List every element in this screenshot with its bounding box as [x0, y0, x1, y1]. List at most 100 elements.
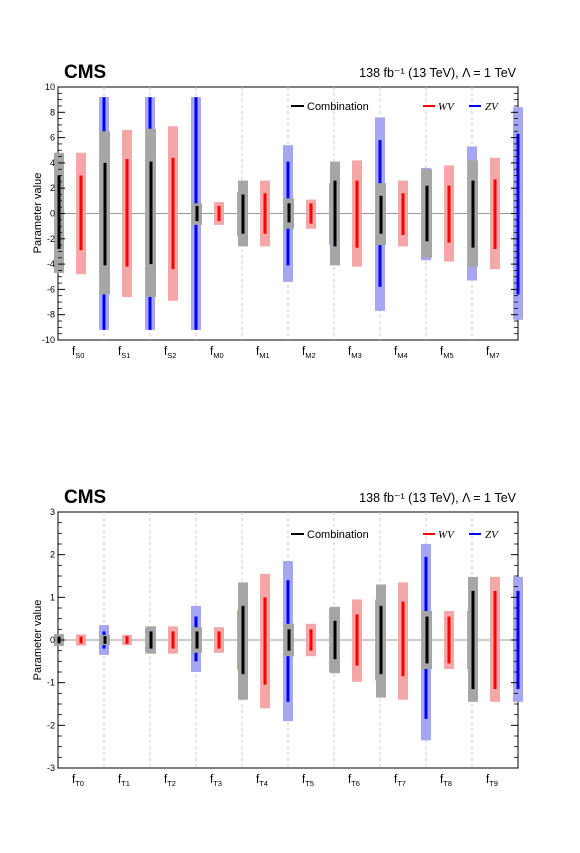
- legend-label-zv: ZV: [485, 101, 499, 113]
- interval-68-combination-s0: [57, 175, 61, 249]
- x-tick-label: fT5: [302, 774, 314, 788]
- x-tick-label-subscript: T6: [351, 779, 360, 788]
- chart-panel-transverse: CMS 138 fb⁻¹ (13 TeV), Λ = 1 TeV -3 -2 -1 0…: [32, 487, 523, 788]
- x-tick-label-subscript: M1: [259, 351, 269, 360]
- legend-label-combination: Combination: [307, 101, 369, 113]
- x-tick-label-subscript: T7: [397, 779, 406, 788]
- interval-68-combination-t3: [195, 631, 199, 649]
- x-tick-label-base: f: [348, 774, 352, 786]
- x-tick-label-subscript: M7: [489, 351, 499, 360]
- x-tick-label-subscript: S2: [167, 351, 176, 360]
- x-tick-label: fT3: [210, 774, 222, 788]
- x-tick-label: fT0: [72, 774, 84, 788]
- x-tick-label-subscript: M5: [443, 351, 453, 360]
- x-tick-label-subscript: M2: [305, 351, 315, 360]
- x-tick-label: fM2: [302, 346, 316, 360]
- x-tick-label-subscript: T3: [213, 779, 222, 788]
- x-tick-label-subscript: S1: [121, 351, 130, 360]
- legend-label-wv: WV: [438, 529, 455, 541]
- interval-68-wv-t0: [79, 636, 83, 644]
- interval-68-wv-t1: [125, 636, 129, 644]
- x-tick-label: fT6: [348, 774, 360, 788]
- x-tick-label-base: f: [256, 346, 260, 358]
- interval-68-combination-m2: [287, 203, 291, 223]
- y-tick-label: 0: [50, 209, 55, 219]
- interval-68-combination-m5: [425, 185, 429, 242]
- interval-68-combination-s2: [149, 161, 153, 265]
- cms-logo: CMS: [64, 62, 106, 83]
- x-tick-label: fM7: [486, 346, 500, 360]
- y-axis: -3 -2 -1 0 1 2 3: [47, 507, 518, 773]
- interval-marks: [54, 544, 523, 741]
- x-tick-label-base: f: [72, 346, 76, 358]
- interval-68-wv-s0: [79, 175, 83, 251]
- x-tick-label-base: f: [256, 774, 260, 786]
- x-tick-label-base: f: [394, 774, 398, 786]
- interval-68-combination-t7: [379, 605, 383, 675]
- x-tick-label-subscript: T5: [305, 779, 314, 788]
- interval-68-combination-t9: [471, 590, 475, 690]
- x-tick-label-subscript: T1: [121, 779, 130, 788]
- x-tick-label-subscript: T9: [489, 779, 498, 788]
- y-tick-label: -10: [42, 335, 55, 345]
- x-tick-label: fM0: [210, 346, 224, 360]
- x-tick-label: fM3: [348, 346, 362, 360]
- x-tick-label: fM5: [440, 346, 454, 360]
- y-axis: -10 -8 -6 -4 -2 0 2 4 6 8 10: [42, 82, 518, 345]
- interval-68-combination-t5: [287, 629, 291, 651]
- legend: Combination WV ZV: [291, 101, 499, 113]
- x-tick-label-base: f: [302, 346, 306, 358]
- y-tick-label: 8: [50, 107, 55, 117]
- legend-label-combination: Combination: [307, 529, 369, 541]
- x-tick-label-subscript: M0: [213, 351, 223, 360]
- interval-68-wv-t2: [171, 631, 175, 649]
- interval-68-combination-m0: [195, 205, 199, 222]
- x-tick-label-base: f: [486, 774, 490, 786]
- interval-68-zv-m7: [516, 133, 520, 295]
- interval-68-wv-t7: [401, 601, 405, 677]
- interval-68-combination-s1: [103, 162, 107, 266]
- interval-68-wv-t6: [355, 614, 359, 666]
- x-tick-label-base: f: [118, 774, 122, 786]
- x-tick-label: fT1: [118, 774, 130, 788]
- x-axis-categories: fT0 fT1 fT2 fT3 fT4 fT5 fT6 fT7 fT8 fT9: [72, 774, 498, 788]
- x-tick-label: fT9: [486, 774, 498, 788]
- interval-68-combination-t4: [241, 605, 245, 675]
- interval-68-wv-s1: [125, 159, 129, 267]
- interval-marks: [54, 97, 523, 330]
- interval-68-wv-m0: [217, 205, 221, 222]
- y-axis-label: Parameter value: [32, 173, 44, 254]
- x-tick-label-base: f: [210, 774, 214, 786]
- lumi-label: 138 fb⁻¹ (13 TeV), Λ = 1 TeV: [359, 491, 516, 505]
- x-tick-label: fT7: [394, 774, 406, 788]
- interval-68-wv-t3: [217, 631, 221, 649]
- legend-label-wv: WV: [438, 101, 455, 113]
- interval-68-wv-m2: [309, 203, 313, 224]
- y-axis-label: Parameter value: [32, 600, 44, 681]
- interval-68-wv-t5: [309, 629, 313, 651]
- x-tick-label-base: f: [118, 346, 122, 358]
- y-tick-label: -8: [47, 310, 55, 320]
- interval-68-wv-t4: [263, 597, 267, 685]
- y-tick-label: -4: [47, 259, 55, 269]
- lumi-label: 138 fb⁻¹ (13 TeV), Λ = 1 TeV: [359, 66, 516, 80]
- x-tick-label: fS1: [118, 346, 130, 360]
- x-tick-label-subscript: T0: [75, 779, 84, 788]
- y-tick-label: 4: [50, 158, 55, 168]
- y-tick-label: 1: [50, 592, 55, 602]
- x-tick-label: fT8: [440, 774, 452, 788]
- interval-68-wv-m7: [493, 179, 497, 249]
- x-tick-label-subscript: S0: [75, 351, 84, 360]
- interval-68-combination-t6: [333, 620, 337, 660]
- x-axis-categories: fS0 fS1 fS2 fM0 fM1 fM2 fM3 fM4 fM5 fM7: [72, 346, 500, 360]
- interval-68-combination-t2: [149, 631, 153, 649]
- x-tick-label-base: f: [210, 346, 214, 358]
- x-tick-label: fM1: [256, 346, 270, 360]
- y-tick-label: -1: [47, 678, 55, 688]
- x-tick-label-base: f: [164, 774, 168, 786]
- legend-label-zv: ZV: [485, 529, 499, 541]
- interval-68-combination-m4: [379, 195, 383, 234]
- interval-68-combination-m7: [471, 180, 475, 248]
- interval-68-combination-t1: [103, 636, 107, 644]
